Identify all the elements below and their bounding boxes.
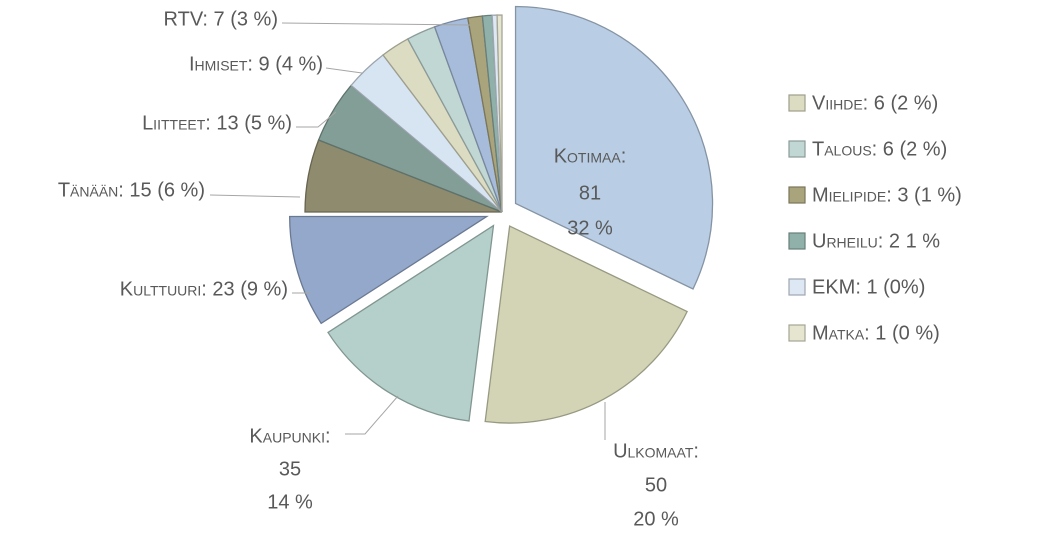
leader-line: [296, 111, 337, 128]
data-label: 20 %: [633, 508, 679, 530]
data-label: Ihmiset: 9 (4 %): [189, 53, 323, 75]
leader-line: [209, 194, 301, 198]
leader-line: [281, 22, 471, 26]
legend-swatch: [788, 278, 806, 296]
legend-label: EKM: 1 (0%): [812, 276, 925, 298]
leader-line: [345, 395, 399, 435]
data-label: 32 %: [567, 217, 613, 239]
legend-label: Mielipide: 3 (1 %): [812, 184, 962, 206]
data-label: Tänään: 15 (6 %): [58, 179, 205, 201]
data-label: RTV: 7 (3 %): [164, 8, 278, 30]
legend-swatch: [788, 94, 806, 112]
pie-slice: [289, 215, 489, 325]
pie-slice: [514, 5, 714, 290]
data-label: Ulkomaat:: [613, 440, 699, 462]
legend-swatch: [788, 232, 806, 250]
legend-swatch: [788, 140, 806, 158]
data-label: 50: [645, 474, 667, 496]
legend-label: Matka: 1 (0 %): [812, 322, 940, 344]
legend-label: Urheilu: 2 1 %: [812, 230, 940, 252]
data-label: 35: [279, 458, 301, 480]
data-label: Kotimaa:: [554, 145, 627, 167]
pie-slice: [496, 14, 503, 213]
legend-swatch: [788, 324, 806, 342]
data-label: Kulttuuri: 23 (9 %): [120, 278, 288, 300]
data-label: 14 %: [267, 491, 313, 513]
data-label: 81: [579, 182, 601, 204]
pie-slice: [327, 224, 495, 422]
pie-slice: [484, 225, 689, 424]
data-label: Liitteet: 13 (5 %): [142, 112, 292, 134]
data-label: Kaupunki:: [249, 425, 330, 447]
leader-line: [325, 67, 363, 74]
legend-label: Talous: 6 (2 %): [812, 138, 947, 160]
legend-swatch: [788, 186, 806, 204]
legend-label: Viihde: 6 (2 %): [812, 92, 938, 114]
